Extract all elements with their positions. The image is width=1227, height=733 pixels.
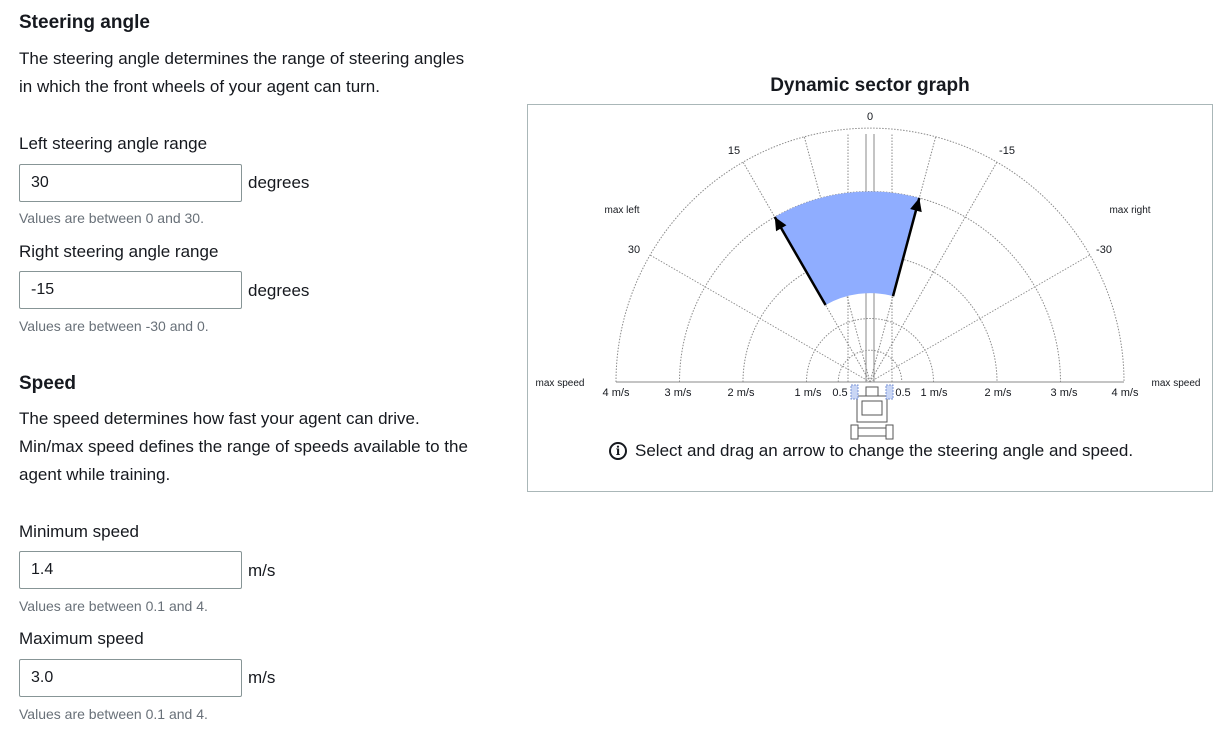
- min-speed-hint: Values are between 0.1 and 4.: [19, 598, 208, 614]
- max-speed-hint: Values are between 0.1 and 4.: [19, 706, 208, 722]
- right-angle-unit: degrees: [248, 281, 310, 300]
- steering-description-line1: The steering angle determines the range …: [19, 49, 465, 68]
- speed-description-line1: The speed determines how fast your agent…: [19, 409, 420, 428]
- left-angle-hint: Values are between 0 and 30.: [19, 210, 204, 226]
- max-speed-input[interactable]: [19, 659, 242, 697]
- min-speed-input[interactable]: [19, 551, 242, 589]
- right-angle-label: Right steering angle range: [19, 242, 219, 261]
- right-angle-input[interactable]: [19, 271, 242, 309]
- left-angle-input[interactable]: [19, 164, 242, 202]
- graph-instructions: i Select and drag an arrow to change the…: [609, 441, 1133, 461]
- sector-graph-panel: [527, 104, 1213, 492]
- speed-description-line2: Min/max speed defines the range of speed…: [19, 437, 468, 456]
- min-speed-label: Minimum speed: [19, 522, 139, 541]
- min-speed-unit: m/s: [248, 561, 276, 580]
- steering-description: The steering angle determines the range …: [19, 45, 509, 101]
- steering-description-line2: in which the front wheels of your agent …: [19, 77, 380, 96]
- speed-heading: Speed: [19, 373, 77, 394]
- graph-title: Dynamic sector graph: [770, 75, 970, 96]
- steering-heading: Steering angle: [19, 12, 150, 33]
- graph-instructions-text: Select and drag an arrow to change the s…: [635, 441, 1134, 460]
- left-angle-label: Left steering angle range: [19, 134, 208, 153]
- right-angle-hint: Values are between -30 and 0.: [19, 318, 209, 334]
- speed-description: The speed determines how fast your agent…: [19, 405, 509, 489]
- left-angle-unit: degrees: [248, 173, 310, 192]
- max-speed-unit: m/s: [248, 668, 276, 687]
- max-speed-label: Maximum speed: [19, 629, 144, 648]
- info-icon: i: [609, 442, 627, 460]
- speed-description-line3: agent while training.: [19, 465, 171, 484]
